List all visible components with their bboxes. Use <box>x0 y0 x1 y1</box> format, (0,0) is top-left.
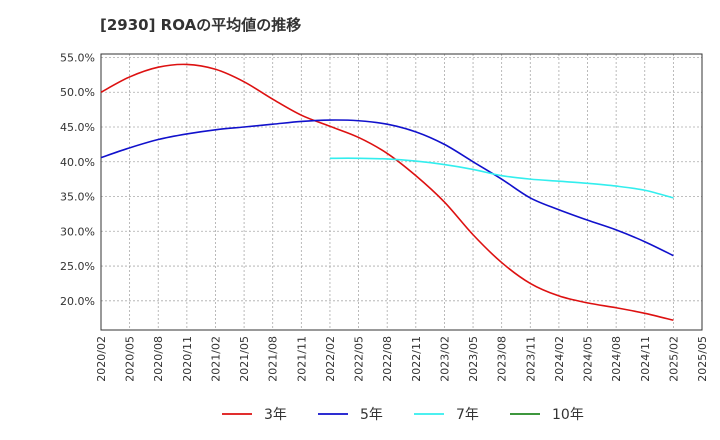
x-tick-label: 2021/02 <box>209 336 222 382</box>
x-tick-label: 2020/11 <box>181 336 194 382</box>
series-lines <box>100 63 674 322</box>
grid-lines <box>100 54 703 330</box>
x-tick-label: 2022/02 <box>324 336 337 382</box>
y-tick-label: 40.0% <box>60 156 95 169</box>
y-tick-label: 50.0% <box>60 86 95 99</box>
x-tick-label: 2025/05 <box>696 336 709 382</box>
x-tick-label: 2022/08 <box>381 336 394 382</box>
x-tick-label: 2021/05 <box>238 336 251 382</box>
x-tick-label: 2021/11 <box>295 336 308 382</box>
series-line-1 <box>100 63 674 322</box>
x-axis-tick-labels: 2020/02 2020/05 2020/08 2020/11 2021/02 2021/… <box>95 336 709 382</box>
y-axis-tick-labels: 55.0% 50.0% 45.0% 40.0% 35.0% 30.0% 25.0% 20.0% <box>60 51 95 307</box>
x-tick-label: 2023/11 <box>524 336 537 382</box>
x-tick-label: 2025/02 <box>667 336 680 382</box>
x-tick-label: 2024/11 <box>639 336 652 382</box>
chart-title: [2930] ROAの平均値の推移 <box>100 16 302 34</box>
legend-label-2: 5年 <box>360 407 383 423</box>
legend-label-3: 7年 <box>456 407 479 423</box>
x-tick-label: 2020/05 <box>124 336 137 382</box>
y-tick-label: 30.0% <box>60 225 95 238</box>
plot-area-frame <box>100 53 703 331</box>
legend-label-4: 10年 <box>552 407 584 423</box>
series-line-2 <box>100 119 674 257</box>
x-tick-label: 2023/08 <box>496 336 509 382</box>
y-tick-label: 25.0% <box>60 260 95 273</box>
x-tick-label: 2024/02 <box>553 336 566 382</box>
y-tick-label: 45.0% <box>60 121 95 134</box>
x-tick-label: 2023/02 <box>438 336 451 382</box>
series-line-3 <box>329 157 674 199</box>
x-tick-label: 2024/08 <box>610 336 623 382</box>
y-tick-label: 35.0% <box>60 191 95 204</box>
y-tick-label: 20.0% <box>60 295 95 308</box>
legend-label-1: 3年 <box>264 407 287 423</box>
x-tick-label: 2023/05 <box>467 336 480 382</box>
y-tick-label: 55.0% <box>60 51 95 64</box>
x-tick-label: 2022/05 <box>353 336 366 382</box>
x-tick-label: 2021/08 <box>267 336 280 382</box>
legend: 3年 5年 7年 10年 <box>222 407 584 423</box>
x-tick-label: 2024/05 <box>582 336 595 382</box>
x-tick-label: 2020/02 <box>95 336 108 382</box>
x-tick-label: 2022/11 <box>410 336 423 382</box>
x-tick-label: 2020/08 <box>152 336 165 382</box>
